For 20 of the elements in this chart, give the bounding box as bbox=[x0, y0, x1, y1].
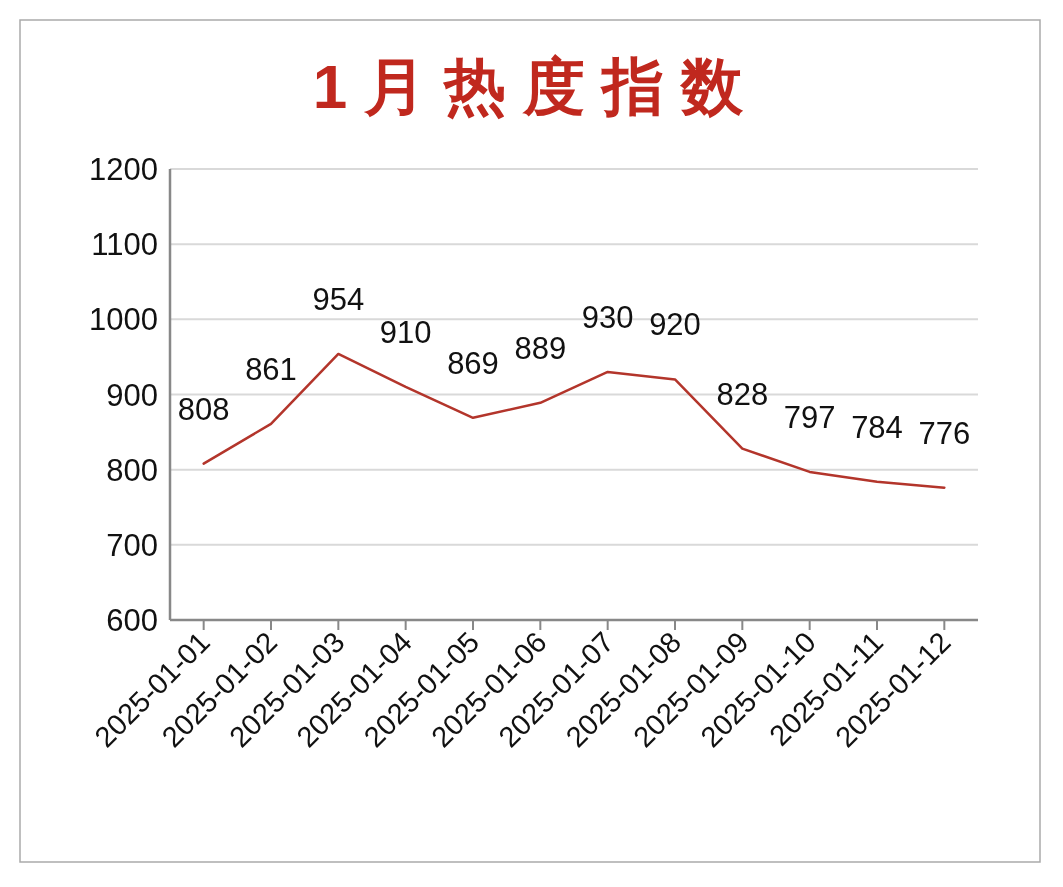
y-tick-label: 1200 bbox=[89, 152, 158, 187]
y-tick-label: 600 bbox=[106, 603, 158, 638]
data-label: 930 bbox=[581, 299, 634, 335]
data-label: 797 bbox=[783, 399, 836, 435]
y-tick-label: 1100 bbox=[91, 227, 158, 263]
y-tick-label: 700 bbox=[106, 527, 158, 563]
data-label: 784 bbox=[851, 409, 903, 445]
y-tick-label: 1000 bbox=[89, 302, 158, 338]
data-label: 828 bbox=[716, 376, 769, 412]
data-label: 910 bbox=[379, 314, 432, 350]
data-label: 861 bbox=[245, 351, 297, 387]
chart-title: 1 月 热 度 指 数 bbox=[312, 52, 745, 121]
data-label: 808 bbox=[177, 391, 230, 427]
data-label: 869 bbox=[447, 345, 499, 381]
data-label: 889 bbox=[514, 330, 567, 366]
data-label: 920 bbox=[649, 307, 701, 343]
data-label: 776 bbox=[918, 415, 971, 451]
y-tick-label: 900 bbox=[106, 377, 158, 413]
data-label: 954 bbox=[312, 281, 365, 317]
y-tick-label: 800 bbox=[106, 452, 158, 488]
